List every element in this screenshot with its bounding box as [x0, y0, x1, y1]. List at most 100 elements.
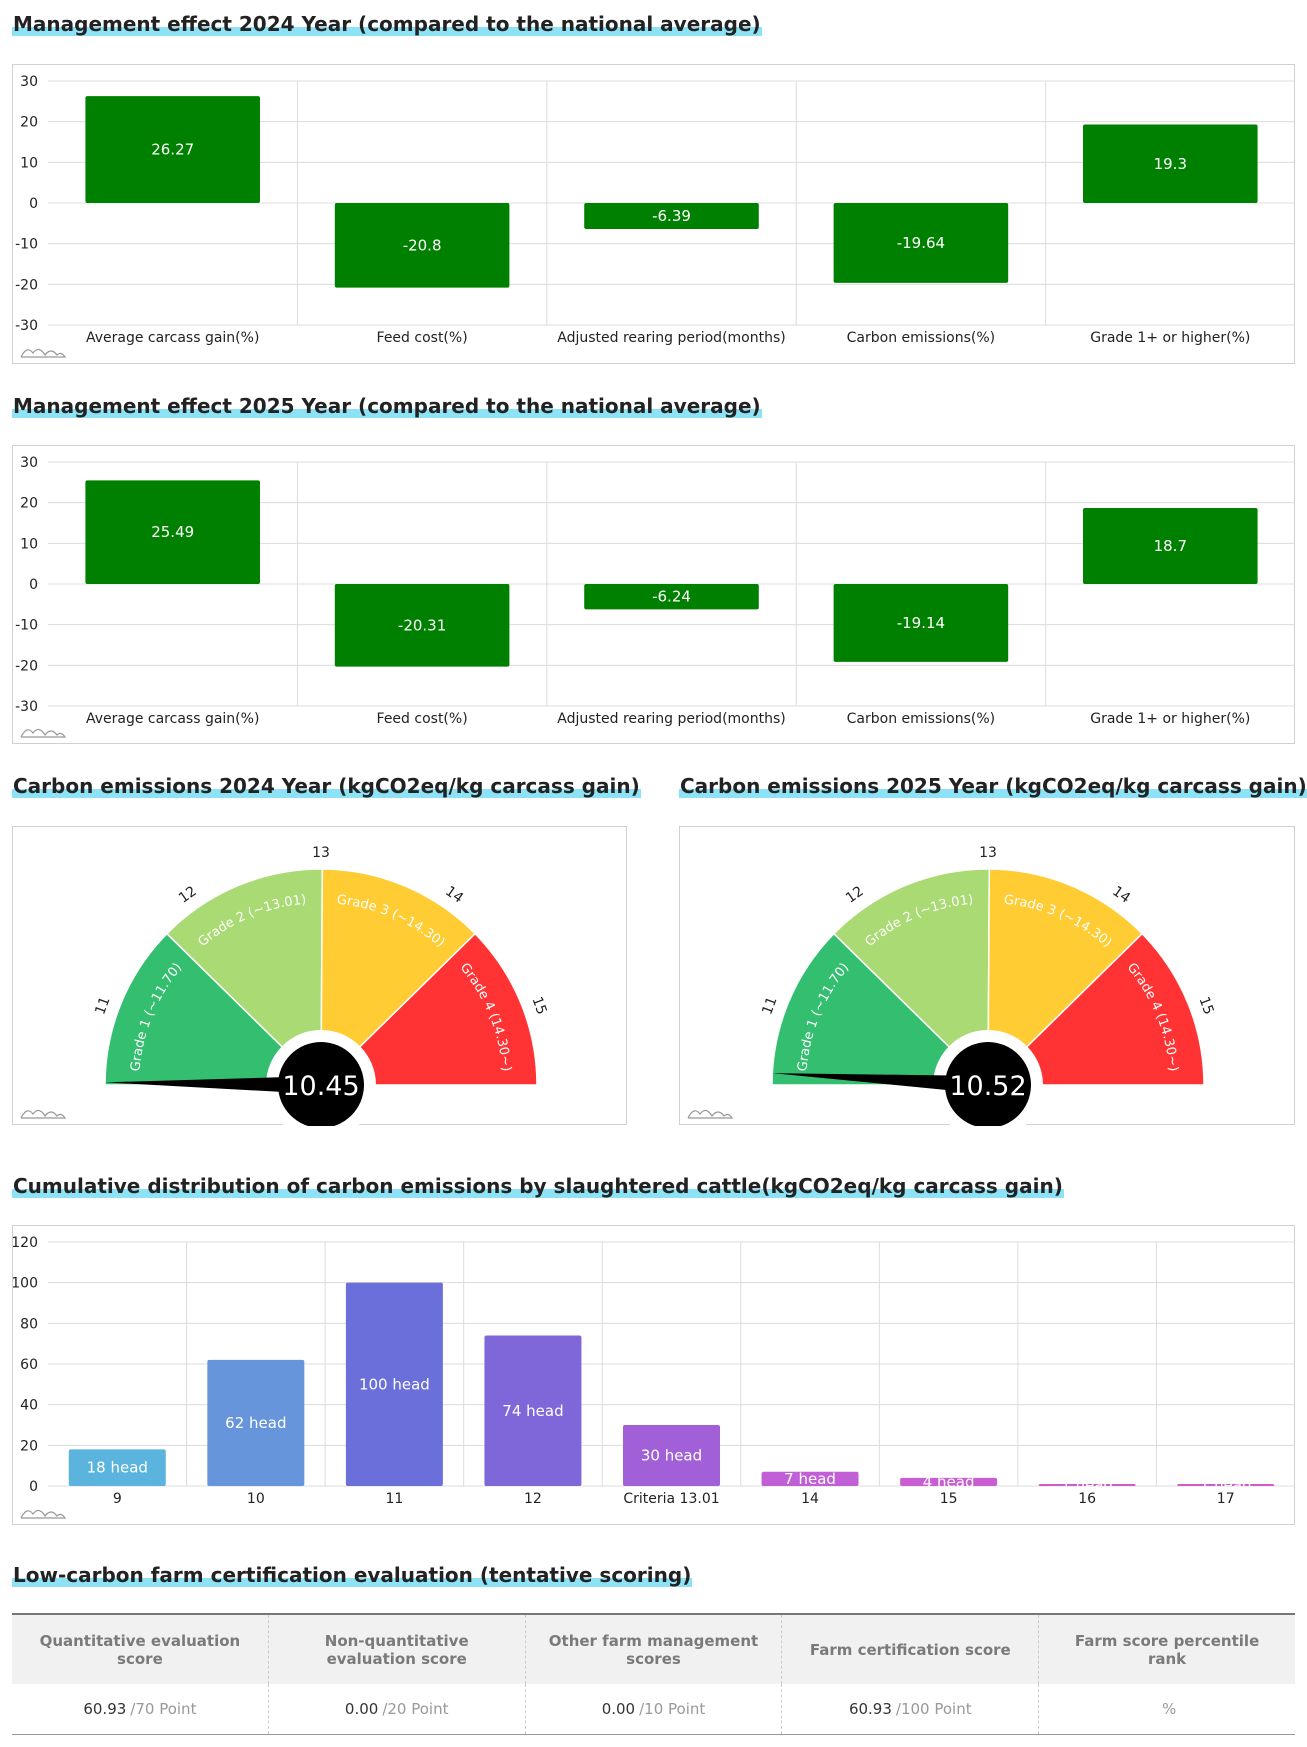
gauge-band	[987, 868, 1144, 1087]
header-text: Farm certification score	[809, 1640, 1011, 1659]
table-cell: 60.93/70 Point	[12, 1684, 269, 1734]
bar	[1038, 1483, 1136, 1486]
table-cell: 0.00/10 Point	[526, 1684, 783, 1734]
x-tick-label: 15	[940, 1491, 958, 1507]
score-table: Quantitative evaluation score Non-quantit…	[12, 1613, 1295, 1735]
data-label: -20.31	[398, 616, 446, 634]
x-tick-label: Carbon emissions(%)	[847, 711, 995, 727]
x-tick-label: Feed cost(%)	[377, 711, 468, 727]
chart-title: Management effect 2025 Year (compared to…	[12, 394, 762, 418]
chart-title: Carbon emissions 2024 Year (kgCO2eq/kg c…	[12, 774, 641, 798]
header-text: Non-quantitative evaluation score	[324, 1631, 469, 1668]
gauge-band	[986, 932, 1205, 1086]
y-tick-label: -10	[15, 618, 38, 634]
y-tick-label: 100	[13, 1276, 38, 1292]
header-text: Farm score percentile rank	[1074, 1631, 1260, 1668]
credit-logo	[20, 1509, 67, 1519]
title-text: Carbon emissions 2024 Year (kgCO2eq/kg c…	[12, 774, 641, 798]
y-tick-label: 20	[20, 496, 38, 512]
gauge-tick-label: 15	[529, 995, 550, 1017]
gauge-tick-label: 15	[1196, 995, 1217, 1017]
gauge-tick-label: 12	[176, 883, 200, 906]
bar	[833, 203, 1009, 283]
data-label: 1 head	[1200, 1476, 1252, 1494]
x-tick-label: 17	[1217, 1491, 1235, 1507]
y-tick-label: 80	[20, 1316, 38, 1332]
bar	[623, 1425, 720, 1486]
credit-logo	[20, 348, 67, 358]
x-tick-label: 9	[113, 1491, 122, 1507]
data-label: 7 head	[784, 1470, 836, 1488]
x-tick-label: 11	[385, 1491, 403, 1507]
gauge-band	[165, 868, 324, 1087]
table-row: 60.93/70 Point 0.00/20 Point 0.00/10 Point…	[12, 1684, 1295, 1734]
bar	[900, 1477, 998, 1486]
chart-box: Grade 1 (~11.70) Grade 2 (~13.01) Grade 3 …	[12, 826, 627, 1126]
header-text: Other farm management scores	[548, 1631, 759, 1668]
gauge-band	[319, 932, 538, 1086]
gauge-hub	[278, 1042, 364, 1126]
data-label: 4 head	[923, 1473, 975, 1491]
gauge-band	[320, 868, 477, 1087]
credit-logo	[687, 1109, 734, 1119]
x-tick-label: Average carcass gain(%)	[86, 711, 259, 727]
y-tick-label: 10	[20, 155, 38, 171]
data-label: -6.39	[652, 207, 691, 225]
data-label: 62 head	[225, 1414, 286, 1432]
header-cell: Quantitative evaluation score	[12, 1615, 269, 1684]
y-tick-label: -20	[15, 658, 38, 674]
gauge-tick-label: 14	[442, 883, 466, 906]
gauge-value: 10.45	[282, 1071, 359, 1102]
x-tick-label: Adjusted rearing period(months)	[557, 330, 785, 346]
gauge-hub	[945, 1042, 1031, 1126]
bar	[85, 480, 260, 584]
gauge-tick-label: 13	[312, 845, 330, 861]
bar	[334, 584, 510, 667]
credit-logo	[20, 728, 67, 738]
bar	[1083, 507, 1258, 584]
unit: /10 Point	[639, 1700, 706, 1718]
x-tick-label: Grade 1+ or higher(%)	[1090, 330, 1250, 346]
bar	[334, 203, 510, 288]
gauge-band	[832, 868, 991, 1087]
gauge-band	[104, 932, 323, 1086]
bar	[833, 584, 1009, 662]
y-tick-label: 0	[29, 196, 38, 212]
x-tick-label: 16	[1078, 1491, 1096, 1507]
score: 60.93	[848, 1700, 892, 1718]
data-label: 30 head	[641, 1447, 702, 1465]
score: 0.00	[601, 1700, 636, 1718]
x-tick-label: 12	[524, 1491, 542, 1507]
bar	[1177, 1483, 1275, 1486]
title-text: Carbon emissions 2025 Year (kgCO2eq/kg c…	[679, 774, 1307, 798]
y-tick-label: 40	[20, 1398, 38, 1414]
data-label: 1 head	[1061, 1476, 1113, 1494]
data-label: 19.3	[1154, 155, 1187, 173]
x-tick-label: 10	[247, 1491, 265, 1507]
chart: -30 -20 -10 0 10 20 30 Average carcass gain(%) 2…	[15, 74, 1295, 358]
header-text: Quantitative evaluation score	[39, 1631, 241, 1668]
y-tick-label: -10	[15, 237, 38, 253]
chart-box: -30 -20 -10 0 10 20 30 Average carcass gain(%) 2…	[12, 64, 1295, 364]
data-label: 26.27	[151, 141, 194, 159]
table-cell: 60.93/100 Point	[782, 1684, 1040, 1734]
y-tick-label: 30	[20, 455, 38, 471]
chart: Grade 1 (~11.70)Grade 2 (~13.01) Grade 3 …	[687, 845, 1217, 1126]
x-tick-label: 14	[801, 1491, 819, 1507]
chart-title: Management effect 2024 Year (compared to…	[12, 12, 762, 36]
y-tick-label: 60	[20, 1357, 38, 1373]
y-tick-label: -30	[15, 318, 38, 334]
x-tick-label: Carbon emissions(%)	[847, 330, 995, 346]
unit: %	[1161, 1700, 1177, 1718]
bar	[85, 96, 260, 203]
gauge-needle	[105, 1076, 322, 1094]
score: 0.00	[344, 1700, 379, 1718]
header-cell: Other farm management scores	[525, 1615, 783, 1684]
table-cell: 0.00/20 Point	[269, 1684, 526, 1734]
unit: /20 Point	[382, 1700, 449, 1718]
gauge-tick-label: 14	[1109, 883, 1133, 906]
title-text: Management effect 2025 Year (compared to…	[12, 394, 762, 418]
header-cell: Non-quantitative evaluation score	[268, 1615, 526, 1684]
y-tick-label: 20	[20, 115, 38, 131]
chart: -30 -20 -10 0 10 20 30 Average carcass gain(%) 2…	[15, 455, 1295, 738]
